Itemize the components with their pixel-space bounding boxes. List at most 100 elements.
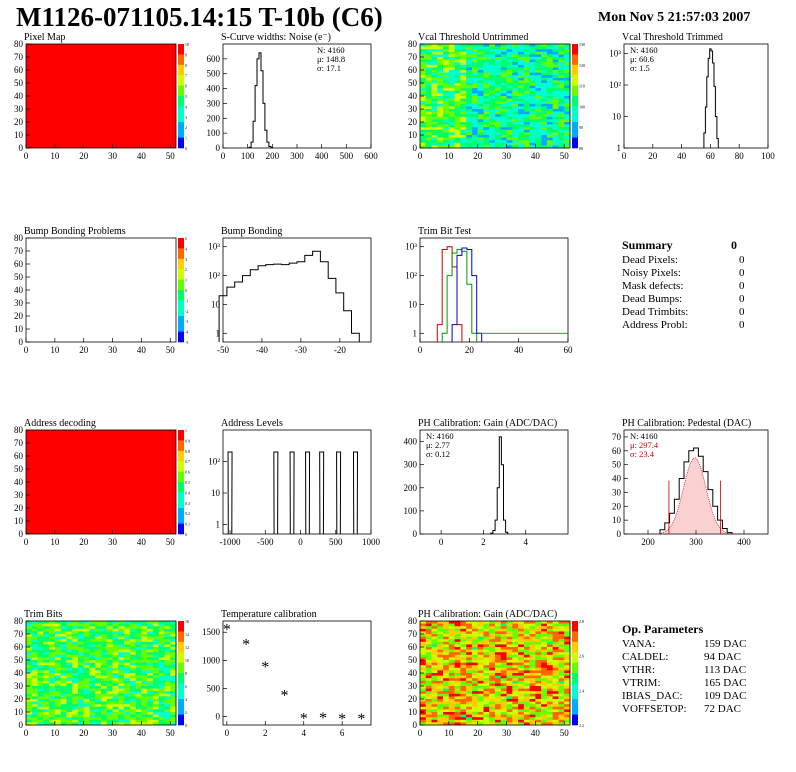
heatmap-cell bbox=[420, 665, 427, 669]
heatmap-cell bbox=[425, 114, 432, 118]
heatmap-cell bbox=[83, 699, 90, 702]
heatmap-cell bbox=[523, 722, 530, 726]
heatmap-cell bbox=[489, 122, 496, 125]
heatmap-cell bbox=[518, 704, 525, 708]
heatmap-cell bbox=[477, 621, 484, 624]
heatmap-cell bbox=[477, 688, 484, 692]
heatmap-cell bbox=[506, 72, 513, 76]
heatmap-cell bbox=[437, 693, 444, 697]
heatmap-cell bbox=[112, 654, 119, 658]
heatmap-cell bbox=[512, 145, 519, 149]
heatmap-cell bbox=[112, 641, 119, 645]
palette-segment bbox=[178, 253, 184, 260]
heatmap-cell bbox=[420, 639, 427, 643]
heatmap-cell bbox=[523, 649, 530, 653]
heatmap-cell bbox=[477, 680, 484, 684]
heatmap-cell bbox=[77, 662, 84, 666]
heatmap-cell bbox=[495, 644, 502, 648]
heatmap-cell bbox=[431, 652, 438, 656]
heatmap-cell bbox=[54, 701, 61, 705]
heatmap-cell bbox=[454, 83, 461, 86]
heatmap-cell bbox=[83, 696, 90, 700]
heatmap-cell bbox=[558, 111, 565, 115]
x-tick-label: 50 bbox=[166, 728, 176, 738]
heatmap-cell bbox=[72, 680, 79, 684]
heatmap-cell bbox=[129, 717, 136, 721]
heatmap-cell bbox=[471, 54, 478, 58]
heatmap-cell bbox=[558, 673, 565, 676]
heatmap-cell bbox=[541, 626, 548, 630]
heatmap-cell bbox=[546, 103, 553, 107]
heatmap-cell bbox=[518, 140, 525, 144]
heatmap-cell bbox=[535, 644, 542, 648]
heatmap-cell bbox=[466, 683, 473, 687]
heatmap-cell bbox=[529, 693, 536, 697]
heatmap-cell bbox=[477, 75, 484, 79]
heatmap-cell bbox=[437, 145, 444, 149]
heatmap-cell bbox=[106, 688, 113, 692]
heatmap-cell bbox=[37, 693, 44, 697]
heatmap-cell bbox=[495, 122, 502, 125]
heatmap-cell bbox=[500, 647, 507, 650]
heatmap-cell bbox=[552, 696, 559, 700]
heatmap-cell bbox=[518, 119, 525, 123]
heatmap-cell bbox=[83, 649, 90, 653]
heatmap-cell bbox=[558, 639, 565, 643]
heatmap-cell bbox=[506, 67, 513, 71]
heatmap-cell bbox=[72, 686, 79, 689]
heatmap-cell bbox=[158, 688, 165, 692]
heatmap-cell bbox=[512, 693, 519, 697]
x-tick-label: 500 bbox=[340, 151, 354, 161]
heatmap-cell bbox=[552, 636, 559, 640]
heatmap-cell bbox=[106, 704, 113, 708]
heatmap-cell bbox=[54, 649, 61, 653]
heatmap-cell bbox=[101, 647, 108, 650]
heatmap-cell bbox=[489, 83, 496, 86]
x-tick-label: 300 bbox=[290, 151, 304, 161]
heatmap-cell bbox=[483, 649, 490, 653]
heatmap-cell bbox=[495, 670, 502, 674]
heatmap-cell bbox=[54, 680, 61, 684]
heatmap-cell bbox=[26, 647, 33, 650]
palette-tick-label: 14 bbox=[185, 632, 189, 637]
heatmap-cell bbox=[112, 639, 119, 643]
heatmap-cell bbox=[118, 639, 125, 643]
x-tick-label: 0 bbox=[24, 345, 29, 355]
y-tick-label: 0 bbox=[216, 712, 221, 722]
heatmap-cell bbox=[558, 701, 565, 705]
palette-segment bbox=[178, 641, 184, 648]
heatmap-cell bbox=[49, 712, 56, 715]
heatmap-cell bbox=[448, 96, 455, 99]
heatmap-cell bbox=[43, 680, 50, 684]
heatmap-cell bbox=[500, 680, 507, 684]
heatmap-cell bbox=[443, 140, 450, 144]
heatmap-cell bbox=[135, 706, 142, 710]
heatmap-cell bbox=[541, 90, 548, 94]
heatmap-cell bbox=[506, 90, 513, 94]
heatmap-cell bbox=[564, 722, 571, 726]
heatmap-cell bbox=[477, 665, 484, 669]
heatmap-cell bbox=[523, 641, 530, 645]
heatmap-cell bbox=[529, 127, 536, 131]
heatmap-cell bbox=[66, 660, 73, 663]
heatmap-cell bbox=[500, 67, 507, 71]
heatmap-cell bbox=[425, 660, 432, 663]
heatmap-cell bbox=[54, 665, 61, 669]
heatmap-cell bbox=[460, 54, 467, 58]
heatmap-cell bbox=[466, 654, 473, 658]
heatmap-cell bbox=[506, 634, 513, 637]
heatmap-cell bbox=[60, 673, 67, 676]
heatmap-cell bbox=[89, 675, 96, 679]
heatmap-cell bbox=[431, 701, 438, 705]
heatmap-cell bbox=[523, 634, 530, 637]
y-tick-label: 100 bbox=[404, 506, 418, 516]
heatmap-cell bbox=[26, 634, 33, 637]
heatmap-cell bbox=[83, 693, 90, 697]
heatmap-cell bbox=[552, 111, 559, 115]
heatmap-cell bbox=[49, 673, 56, 676]
heatmap-cell bbox=[552, 90, 559, 94]
heatmap-cell bbox=[437, 634, 444, 637]
heatmap-cell bbox=[431, 704, 438, 708]
